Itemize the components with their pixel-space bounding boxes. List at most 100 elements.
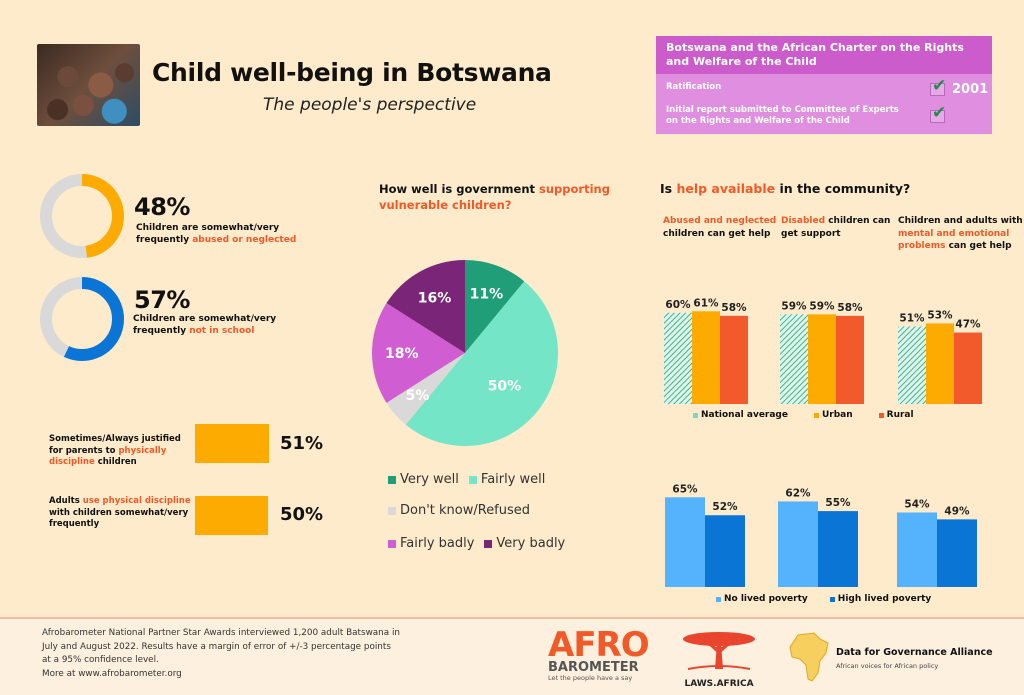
footer: Afrobarometer National Partner Star Awar…: [0, 617, 1024, 695]
text: Adults: [49, 496, 83, 506]
page-subtitle: The people's perspective: [263, 95, 477, 115]
highlight-text: problems: [898, 241, 946, 251]
page-title: Child well-being in Botswana: [152, 58, 552, 87]
pie-slice-very-well: [465, 260, 525, 353]
bar-value-label: 60%: [665, 299, 691, 311]
legend-label: Fairly well: [480, 472, 546, 487]
acacia-tree-icon: [683, 632, 755, 670]
legend-label: Rural: [886, 410, 914, 420]
logo-text-afro: AFRO: [548, 625, 650, 665]
abuse-percent: 48%: [134, 193, 190, 221]
discipline-justified-bar: [195, 424, 269, 463]
ratification-checkbox: ✔: [930, 78, 946, 96]
text: children: [94, 457, 137, 467]
pie-label-very-badly: 16%: [418, 291, 452, 307]
highlight-text: not in school: [189, 326, 255, 336]
pie-label-fairly-badly: 18%: [385, 346, 419, 362]
pie-slice-fairly-well: [405, 281, 558, 446]
legend-item-rural: Rural: [878, 410, 914, 420]
group-label-abused: Abused and neglected children can get he…: [663, 215, 776, 240]
group-label-mental: Children and adults with mental and emot…: [898, 215, 1023, 253]
bar-value-label: 59%: [809, 300, 835, 312]
highlight-text: use physical discipline: [82, 496, 191, 506]
highlight-text: abused or neglected: [192, 235, 297, 245]
pie-label-dont-know: 5%: [406, 388, 430, 404]
bar-value-label: 49%: [944, 505, 970, 517]
highlight-text: supporting: [539, 182, 610, 196]
legend-item-fairly-well: Fairly well: [468, 472, 546, 487]
legend-swatch: [388, 539, 396, 548]
legend-swatch: [716, 596, 721, 602]
legend-item-very-well: Very well: [388, 472, 459, 487]
group-label-disabled: Disabled children can get support: [781, 215, 890, 240]
abuse-description: Children are somewhat/very frequently ab…: [136, 222, 296, 246]
text: frequently: [136, 235, 193, 245]
school-desc-line2: frequently not in school: [133, 325, 276, 337]
dga-title: Data for Governance Alliance: [836, 647, 993, 658]
bar-no-lived-poverty: [778, 501, 818, 587]
school-donut-chart: [40, 277, 124, 361]
legend-swatch: [468, 475, 477, 484]
bar-urban: [692, 311, 720, 404]
discipline-justified-percent: 51%: [280, 433, 324, 454]
note-line: Afrobarometer National Partner Star Awar…: [42, 628, 400, 638]
bar-value-label: 58%: [721, 302, 747, 314]
bar-urban: [808, 314, 836, 404]
text: frequently: [133, 326, 190, 336]
label-line: for parents to physically: [49, 446, 181, 458]
legend-swatch: [484, 539, 493, 548]
legend-swatch: [388, 475, 396, 484]
africa-map-icon: [789, 632, 829, 682]
bar-value-label: 52%: [712, 501, 738, 513]
bar-national-average: [780, 314, 808, 404]
bar-national-average: [664, 312, 692, 404]
afrobarometer-link[interactable]: More at www.afrobarometer.org: [42, 668, 182, 679]
text: children can: [825, 216, 891, 226]
note-line: July and August 2022. Results have a mar…: [42, 641, 391, 652]
location-legend: National average Urban Rural: [693, 410, 914, 420]
pie-slice-fairly-badly: [372, 303, 465, 403]
children-photo: [37, 44, 140, 126]
highlight-text: mental and emotional: [898, 228, 1010, 239]
pie-slice-very-badly: [386, 260, 465, 353]
abuse-donut-chart: [40, 174, 124, 258]
poverty-bar-chart: 65% 52% 62% 55% 54% 49%: [665, 483, 977, 587]
bar-value-label: 54%: [904, 498, 930, 510]
legend-item-very-badly: Very badly: [484, 536, 565, 551]
discipline-used-percent: 50%: [280, 504, 324, 525]
label-line: discipline children: [49, 457, 181, 469]
donut-value-arc: [40, 277, 124, 361]
bar-rural: [954, 332, 982, 404]
highlight-text: discipline: [49, 457, 95, 467]
text: Children and adults with: [898, 216, 1023, 226]
pie-label-fairly-well: 50%: [488, 379, 522, 395]
logo-text-laws: LAWS.AFRICA: [684, 679, 754, 689]
bar-rural: [720, 315, 748, 404]
charter-report-label: Initial report submitted to Committee of…: [666, 105, 899, 127]
legend-label: Very badly: [496, 536, 566, 551]
discipline-used-label: Adults use physical discipline with chil…: [49, 496, 191, 531]
discipline-used-bar: [195, 496, 268, 535]
check-icon: ✔: [932, 76, 947, 96]
text: children can get help: [663, 228, 771, 239]
legend-label: No lived poverty: [724, 594, 808, 604]
legend-item-dont-know: Don't know/Refused: [388, 503, 530, 518]
government-support-pie-chart: 11% 50% 5% 18% 16%: [372, 260, 558, 446]
check-icon: ✔: [932, 103, 947, 123]
label-line: frequently: [49, 519, 100, 529]
pie-question-title: How well is government supporting vulner…: [379, 181, 610, 213]
label-line: Sometimes/Always justified: [49, 434, 181, 444]
bar-rural: [836, 315, 864, 404]
text: can get help: [945, 241, 1012, 251]
legend-item-high-poverty: High lived poverty: [829, 594, 931, 604]
bar-no-lived-poverty: [665, 497, 705, 587]
school-description: Children are somewhat/very frequently no…: [133, 313, 276, 337]
legend-label: Very well: [400, 472, 459, 487]
legend-swatch: [388, 506, 396, 515]
highlight-text: Abused and neglected: [663, 216, 777, 226]
dga-tagline: African voices for African policy: [836, 662, 939, 670]
bar-national-average: [898, 326, 926, 404]
text: get support: [781, 228, 841, 239]
bar-value-label: 61%: [693, 297, 719, 309]
text: Is: [660, 181, 677, 196]
